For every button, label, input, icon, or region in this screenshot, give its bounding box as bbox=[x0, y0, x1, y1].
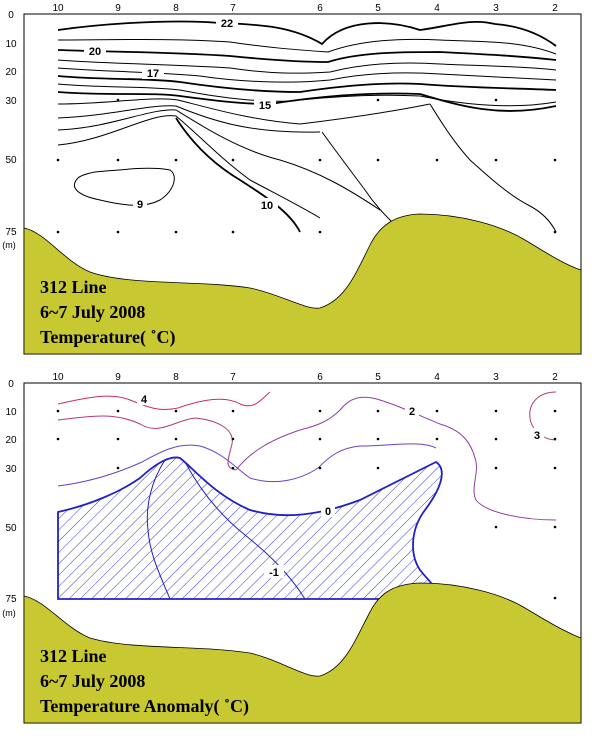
bottom-label-4: 4 bbox=[141, 394, 148, 406]
top-label-17: 17 bbox=[147, 68, 159, 80]
bottom-label-3: 3 bbox=[534, 430, 540, 442]
bottom-y-tick-1: 10 bbox=[5, 407, 17, 418]
bottom-x-tick-8: 2 bbox=[552, 372, 558, 383]
bottom-y-tick-2: 20 bbox=[5, 435, 17, 446]
bottom-y-tick-4: 50 bbox=[5, 523, 17, 534]
top-label-9: 9 bbox=[137, 199, 143, 211]
top-label-15: 15 bbox=[259, 100, 271, 112]
bottom-title-line-2: 6~7 July 2008 bbox=[40, 671, 145, 691]
top-y-tick-4: 50 bbox=[5, 155, 17, 166]
bottom-label-2: 2 bbox=[409, 406, 415, 418]
bottom-y-ticks: 0 10 20 30 50 75 (m) bbox=[2, 379, 17, 618]
bottom-x-tick-3: 7 bbox=[230, 372, 236, 383]
top-title-line-2: 6~7 July 2008 bbox=[40, 302, 145, 322]
bottom-x-tick-7: 3 bbox=[493, 372, 499, 383]
top-y-unit: (m) bbox=[2, 240, 16, 250]
top-panel: 10 9 8 7 6 5 4 3 2 0 10 20 30 50 75 (m) bbox=[2, 3, 581, 354]
top-x-tick-2: 8 bbox=[173, 3, 179, 14]
top-y-tick-2: 20 bbox=[5, 67, 17, 78]
bottom-title-line-1: 312 Line bbox=[40, 646, 107, 666]
top-y-ticks: 0 10 20 30 50 75 (m) bbox=[2, 10, 17, 250]
bottom-y-unit: (m) bbox=[2, 608, 16, 618]
top-label-10: 10 bbox=[261, 200, 273, 212]
top-x-ticks: 10 9 8 7 6 5 4 3 2 bbox=[52, 3, 558, 14]
bottom-label-minus-1: -1 bbox=[269, 567, 279, 579]
top-y-tick-3: 30 bbox=[5, 96, 17, 107]
bottom-x-tick-5: 5 bbox=[375, 372, 381, 383]
bottom-title-line-3: Temperature Anomaly( ˚C) bbox=[40, 696, 249, 717]
bottom-label-0: 0 bbox=[325, 506, 331, 518]
top-y-tick-1: 10 bbox=[5, 39, 17, 50]
top-x-tick-5: 5 bbox=[375, 3, 381, 14]
top-title-line-1: 312 Line bbox=[40, 277, 107, 297]
top-x-tick-6: 4 bbox=[434, 3, 440, 14]
bottom-x-tick-0: 10 bbox=[52, 372, 64, 383]
top-x-tick-7: 3 bbox=[493, 3, 499, 14]
top-y-tick-0: 0 bbox=[8, 10, 14, 21]
top-label-20: 20 bbox=[89, 46, 101, 58]
top-title-line-3: Temperature( ˚C) bbox=[40, 327, 175, 348]
bottom-x-tick-2: 8 bbox=[173, 372, 179, 383]
top-y-tick-5: 75 bbox=[5, 227, 17, 238]
bottom-y-tick-5: 75 bbox=[5, 594, 17, 605]
top-label-22: 22 bbox=[221, 18, 233, 30]
top-x-tick-1: 9 bbox=[115, 3, 121, 14]
bottom-x-tick-4: 6 bbox=[317, 372, 323, 383]
top-x-tick-4: 6 bbox=[317, 3, 323, 14]
bottom-y-tick-3: 30 bbox=[5, 464, 17, 475]
bottom-panel: 10 9 8 7 6 5 4 3 2 0 10 20 30 50 75 (m) bbox=[2, 372, 581, 723]
top-x-tick-3: 7 bbox=[230, 3, 236, 14]
bottom-x-tick-1: 9 bbox=[115, 372, 121, 383]
bottom-x-tick-6: 4 bbox=[434, 372, 440, 383]
top-x-tick-0: 10 bbox=[52, 3, 64, 14]
bottom-y-tick-0: 0 bbox=[8, 379, 14, 390]
top-x-tick-8: 2 bbox=[552, 3, 558, 14]
bottom-x-ticks: 10 9 8 7 6 5 4 3 2 bbox=[52, 372, 558, 383]
